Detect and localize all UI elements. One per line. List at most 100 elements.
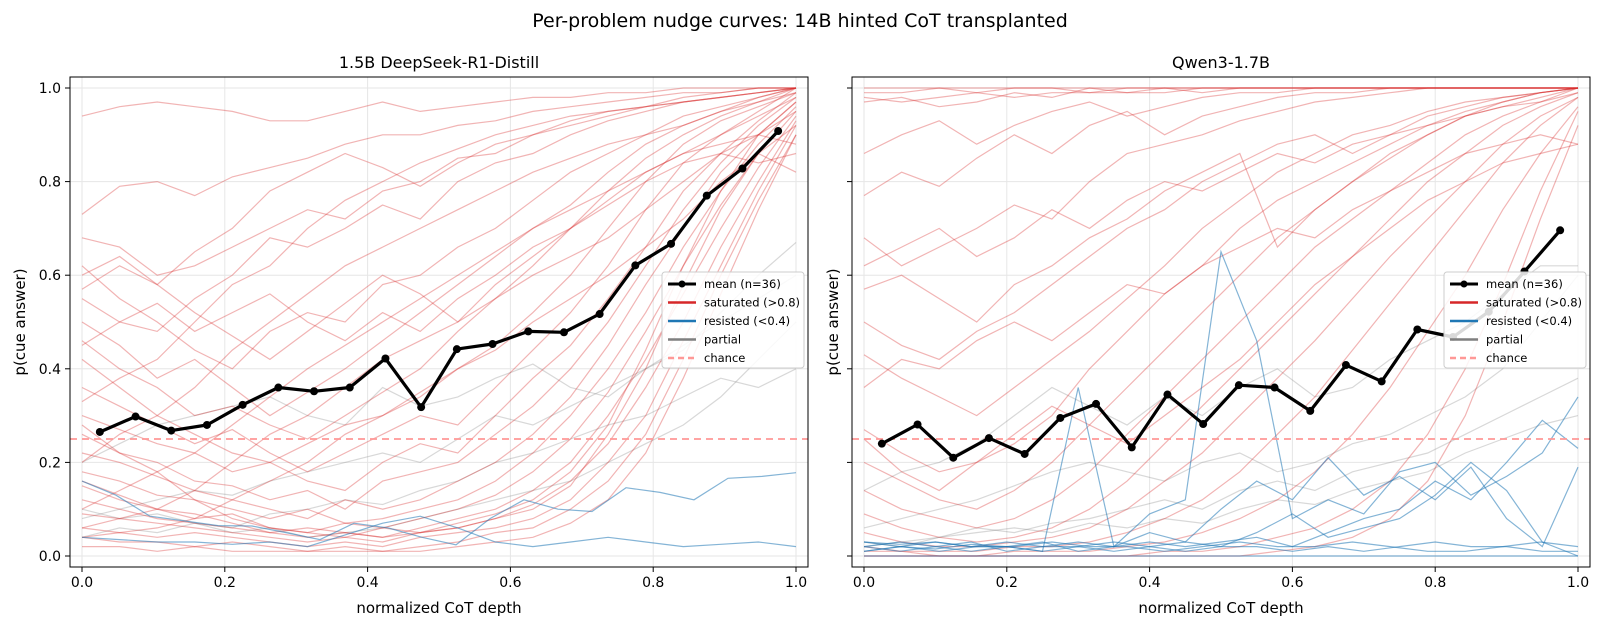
x-tick-label: 0.0 <box>853 575 875 591</box>
saturated-curve <box>81 87 797 403</box>
saturated-curve <box>863 87 1578 108</box>
y-axis-label: p(cue answer) <box>824 268 842 375</box>
mean-point <box>381 354 390 363</box>
saturated-curve <box>81 87 797 417</box>
legend: mean (n=36) saturated (>0.8) resisted (<0.… <box>661 271 805 369</box>
saturated-curve <box>863 87 1579 473</box>
y-tick-label: 0.0 <box>39 549 61 565</box>
mean-point <box>488 339 497 348</box>
mean-point <box>984 434 993 443</box>
legend-label-resisted: resisted (<0.4) <box>704 314 790 328</box>
saturated-curve <box>863 134 1579 388</box>
legend-label-mean: mean (n=36) <box>1486 277 1563 291</box>
saturated-curve <box>863 92 1579 543</box>
mean-point <box>702 191 711 200</box>
mean-point <box>559 328 568 337</box>
x-tick-label: 0.8 <box>642 575 664 591</box>
legend-label-partial: partial <box>1486 333 1523 347</box>
y-axis-label: p(cue answer) <box>11 268 29 375</box>
panel-title: Qwen3-1.7B <box>1172 53 1270 72</box>
partial-curve <box>81 368 797 538</box>
mean-point <box>95 427 104 436</box>
mean-line <box>99 129 780 434</box>
resisted-curve <box>81 515 797 548</box>
saturated-curve <box>81 87 797 370</box>
partial-curve <box>863 274 1579 529</box>
partial-curve <box>863 377 1579 548</box>
legend-marker-mean <box>1460 280 1468 288</box>
y-tick-label: 0.2 <box>39 455 61 471</box>
saturated-curve <box>81 87 796 215</box>
saturated-curve <box>863 87 1579 510</box>
legend-box <box>661 271 805 369</box>
saturated-curve <box>81 134 797 552</box>
mean-point <box>131 412 140 421</box>
mean-point <box>1270 383 1279 392</box>
saturated-curve <box>863 87 1578 197</box>
saturated-curve <box>863 87 1579 529</box>
saturated-curve <box>81 87 797 333</box>
saturated-curve <box>863 87 1578 267</box>
legend-label-mean: mean (n=36) <box>704 277 781 291</box>
x-tick-label: 0.8 <box>1424 575 1446 591</box>
saturated-curve <box>81 87 796 122</box>
figure-title: Per-problem nudge curves: 14B hinted CoT… <box>532 10 1068 32</box>
mean-point <box>667 239 676 248</box>
legend-label-resisted: resisted (<0.4) <box>1486 314 1572 328</box>
x-tick-label: 0.6 <box>499 575 521 591</box>
mean-point <box>167 426 176 435</box>
mean-point <box>345 383 354 392</box>
saturated-curve <box>81 87 797 276</box>
legend-marker-mean <box>678 280 686 288</box>
x-tick-label: 0.6 <box>1281 575 1303 591</box>
saturated-curve <box>81 92 797 464</box>
x-tick-label: 0.2 <box>214 575 236 591</box>
mean-point <box>738 164 747 173</box>
resisted-curve <box>81 472 797 546</box>
legend-label-saturated: saturated (>0.8) <box>704 296 800 310</box>
mean-point <box>274 383 283 392</box>
mean-point <box>238 400 247 409</box>
saturated-curve <box>81 96 797 510</box>
saturated-curve <box>81 134 797 361</box>
partial-curve <box>81 321 797 538</box>
axes-frame <box>851 76 1591 568</box>
resisted-curve <box>863 419 1579 552</box>
saturated-curve <box>863 87 1579 361</box>
saturated-curve <box>81 96 797 510</box>
axes-frame <box>69 76 809 568</box>
panel-qwen: Qwen3-1.7B normalized CoT depth p(cue an… <box>824 53 1591 617</box>
saturated-curve <box>864 87 1578 94</box>
legend-label-saturated: saturated (>0.8) <box>1486 296 1582 310</box>
x-axis-label: normalized CoT depth <box>356 599 521 617</box>
saturated-curve <box>863 92 1579 267</box>
mean-point <box>1377 377 1386 386</box>
mean-point <box>310 387 319 396</box>
saturated-curve <box>81 87 796 290</box>
mean-point <box>1020 449 1029 458</box>
x-tick-label: 1.0 <box>1567 575 1589 591</box>
legend: mean (n=36) saturated (>0.8) resisted (<0.… <box>1443 271 1587 369</box>
mean-point <box>1056 413 1065 422</box>
y-tick-label: 1.0 <box>39 81 61 97</box>
mean-point <box>1413 325 1422 334</box>
saturated-curve <box>81 92 797 463</box>
legend-box <box>1443 271 1587 369</box>
mean-point <box>417 403 426 412</box>
saturated-curve <box>863 87 1579 417</box>
x-axis-label: normalized CoT depth <box>1138 599 1303 617</box>
resisted-curve <box>863 541 1578 552</box>
mean-point <box>202 420 211 429</box>
y-tick-label: 0.8 <box>39 175 61 191</box>
saturated-curve <box>81 92 797 492</box>
legend-label-partial: partial <box>704 333 741 347</box>
mean-point <box>452 345 461 354</box>
mean-point <box>631 261 640 270</box>
saturated-curve <box>863 87 1578 103</box>
legend-label-chance: chance <box>1486 351 1527 365</box>
x-tick-label: 0.4 <box>1138 575 1160 591</box>
resisted-curve <box>863 456 1579 552</box>
saturated-curve <box>863 143 1579 492</box>
panel-title: 1.5B DeepSeek-R1-Distill <box>339 53 539 72</box>
